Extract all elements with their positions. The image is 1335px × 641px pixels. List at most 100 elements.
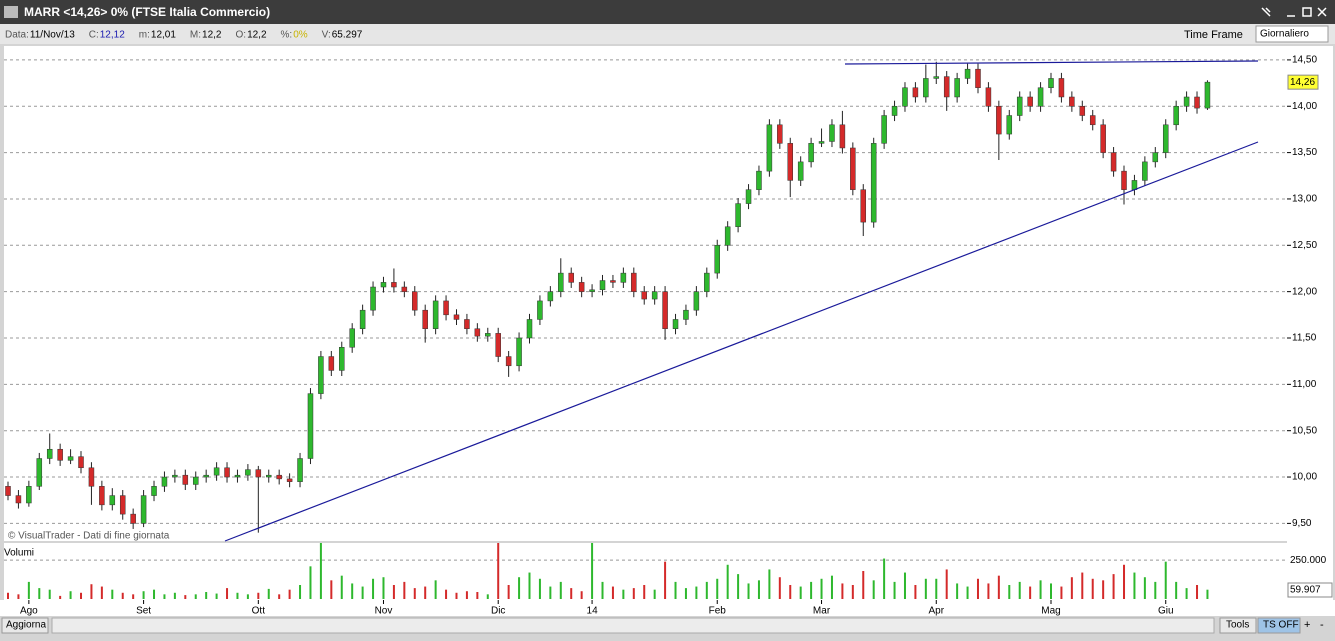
zoom-out[interactable]: -: [1320, 619, 1324, 631]
candle-body: [902, 87, 908, 107]
candle-body: [412, 291, 418, 311]
volume-bar: [1008, 585, 1011, 599]
volume-bar: [903, 572, 906, 599]
candle-body: [797, 161, 804, 181]
candle-body: [954, 78, 960, 98]
volume-bar: [591, 543, 594, 599]
maximize-button[interactable]: [1302, 7, 1312, 17]
candle-body: [485, 333, 491, 337]
y-tick-label: 12,50: [1292, 240, 1317, 251]
volume-bar: [549, 586, 552, 599]
volume-bar: [1050, 583, 1052, 599]
candle-body: [516, 337, 522, 367]
volume-bar: [1123, 564, 1126, 599]
candle-body: [943, 76, 950, 98]
volume-bar: [737, 574, 740, 599]
volume-bar: [455, 592, 458, 599]
volume-bar: [518, 577, 521, 599]
candle-body: [349, 328, 355, 348]
resistance-trendline[interactable]: [844, 60, 1259, 65]
candle-body: [151, 486, 157, 496]
volume-bar: [830, 575, 833, 599]
volume-bar: [80, 592, 83, 599]
scrollbar[interactable]: [51, 617, 1215, 634]
volume-bar: [976, 578, 979, 599]
volume-bar: [361, 586, 364, 599]
candle-body: [161, 476, 168, 487]
y-tick-label: 9,50: [1292, 518, 1312, 529]
refresh-label[interactable]: Aggiorna: [6, 620, 46, 631]
info-key: V:: [322, 30, 331, 41]
support-trendline[interactable]: [224, 141, 1259, 542]
x-tick-label: 14: [587, 606, 599, 617]
candle-body: [1110, 152, 1117, 172]
candle-body: [756, 170, 762, 190]
tools-label[interactable]: Tools: [1226, 620, 1249, 631]
candle-body: [5, 486, 11, 496]
volume-bar: [872, 580, 875, 599]
candle-body: [578, 282, 585, 292]
window-buttons[interactable]: [1261, 7, 1327, 17]
x-tick-label: Nov: [375, 606, 393, 617]
candle-body: [203, 474, 209, 478]
volume-bar: [883, 558, 886, 599]
period-value[interactable]: Giornaliero: [1260, 29, 1309, 40]
candle-body: [526, 319, 533, 339]
volume-bar: [757, 580, 760, 599]
info-value: 65.297: [332, 30, 363, 41]
volume-bar: [684, 588, 687, 599]
candle-body: [359, 309, 366, 329]
period-select[interactable]: [1255, 25, 1329, 43]
candle-body: [276, 474, 282, 480]
candle-body: [1006, 115, 1013, 135]
candle-body: [78, 456, 84, 469]
candle-body: [1162, 124, 1169, 153]
pin-button[interactable]: [1261, 7, 1271, 17]
candle-body: [245, 469, 251, 476]
candle-body: [620, 272, 627, 283]
candle-body: [140, 495, 147, 524]
candle-body: [67, 456, 74, 461]
zoom-in[interactable]: +: [1304, 619, 1310, 631]
candle-body: [1183, 96, 1190, 107]
ts-button[interactable]: [1257, 617, 1301, 634]
candle-body: [891, 106, 898, 116]
volume-bar: [716, 578, 719, 599]
close-button[interactable]: [1317, 7, 1327, 17]
volume-bar: [1060, 586, 1063, 599]
info-value: 12,2: [202, 30, 222, 41]
volume-panel: [4, 543, 1287, 600]
x-tick-label: Dic: [491, 606, 505, 617]
candle-body: [766, 124, 773, 172]
volume-bar: [142, 591, 145, 599]
volume-bar: [434, 580, 437, 599]
volume-bar: [862, 571, 865, 599]
candle-body: [119, 495, 126, 515]
candle-body: [401, 286, 408, 292]
volume-bar: [945, 569, 948, 599]
volume-bar: [17, 594, 20, 599]
candle-body: [1089, 115, 1096, 126]
candle-body: [996, 106, 1002, 135]
candle-body: [985, 87, 992, 107]
candle-body: [192, 476, 199, 485]
volume-bar: [841, 583, 844, 599]
volume-bar: [226, 588, 229, 599]
ts-label[interactable]: TS OFF: [1263, 620, 1299, 631]
candle-body: [662, 291, 668, 329]
volume-bar: [695, 586, 698, 599]
volume-bar: [747, 583, 750, 599]
refresh-button[interactable]: [1, 617, 49, 634]
candle-body: [422, 309, 428, 329]
y-tick-label: 13,00: [1292, 194, 1317, 205]
candle-body: [537, 300, 543, 320]
tools-button[interactable]: [1219, 617, 1257, 634]
y-tick-label: 14,00: [1292, 101, 1317, 112]
candle-body: [683, 309, 689, 320]
candle-body: [881, 115, 887, 144]
candle-body: [297, 458, 303, 482]
x-tick-label: Ago: [20, 606, 38, 617]
candle-body: [641, 291, 647, 300]
volume-bar: [1164, 561, 1167, 599]
candle-body: [631, 272, 637, 292]
